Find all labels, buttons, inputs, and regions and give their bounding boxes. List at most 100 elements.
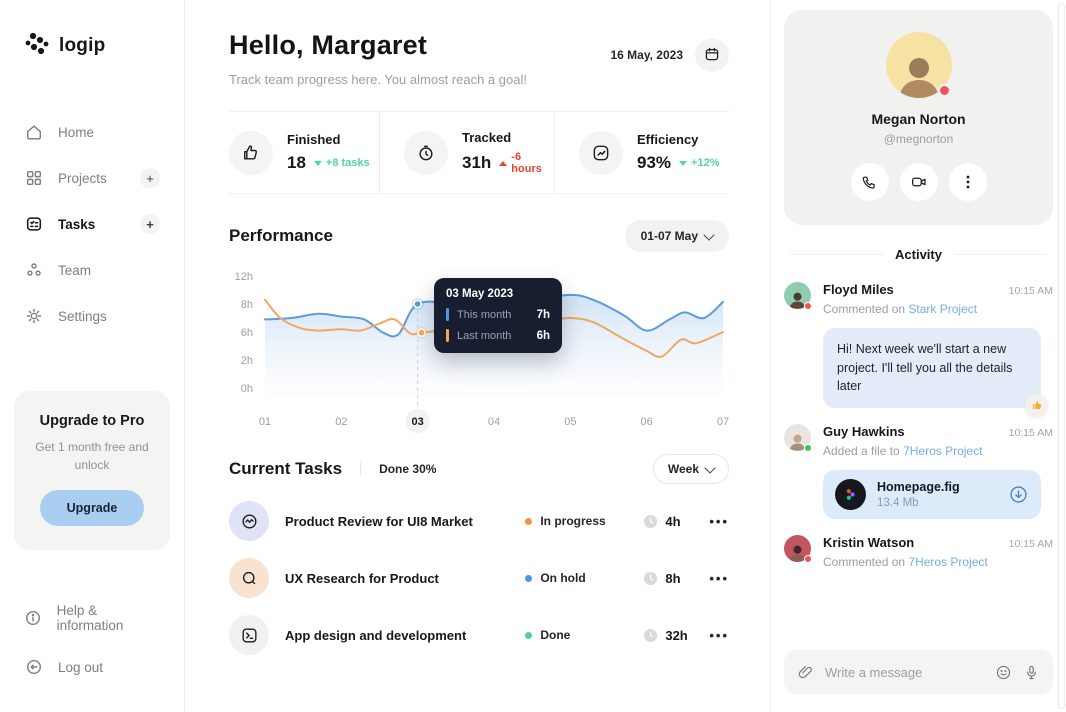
task-row[interactable]: App design and development Done 32h ••• — [229, 615, 729, 655]
main-content: Hello, Margaret Track team progress here… — [185, 0, 770, 712]
emoji-button[interactable] — [995, 664, 1012, 681]
clock-icon — [644, 571, 658, 585]
thumbs-up-icon — [229, 130, 273, 175]
stat-value: 18 — [287, 153, 306, 172]
gear-icon — [24, 306, 44, 326]
stat-value: 93% — [637, 153, 672, 172]
sidebar-item-label: Projects — [58, 170, 107, 186]
page-subtitle: Track team progress here. You almost rea… — [229, 72, 527, 87]
search-icon — [229, 558, 269, 598]
upgrade-card: Upgrade to Pro Get 1 month free and unlo… — [14, 391, 170, 550]
project-link[interactable]: 7Heros Project — [903, 443, 983, 458]
video-icon — [911, 177, 926, 187]
task-row[interactable]: UX Research for Product On hold 8h ••• — [229, 558, 729, 598]
sidebar-item-home[interactable]: Home — [0, 113, 184, 151]
sidebar-item-label: Tasks — [58, 216, 96, 232]
sidebar-item-projects[interactable]: Projects + — [0, 159, 184, 197]
smiley-icon — [996, 665, 1011, 679]
thumbs-up-reaction[interactable] — [1025, 393, 1048, 417]
svg-text:2h: 2h — [241, 355, 253, 367]
activity-user-name: Floyd Miles — [823, 282, 894, 297]
avatar — [784, 282, 812, 310]
sidebar-item-label: Settings — [58, 308, 107, 324]
avatar — [885, 32, 952, 98]
profile-actions — [850, 163, 987, 201]
add-project-button[interactable]: + — [140, 168, 160, 188]
tasks-header: Current Tasks Done 30% Week — [229, 454, 729, 484]
section-title: Performance — [229, 226, 333, 245]
kebab-menu-icon — [966, 175, 969, 189]
tasks-period-selector[interactable]: Week — [652, 454, 729, 484]
activity-action: Commented on Stark Project — [823, 302, 978, 316]
stat-efficiency: Efficiency 93% +12% — [554, 112, 729, 193]
terminal-icon — [229, 615, 269, 655]
date-widget: 16 May, 2023 — [611, 38, 729, 72]
stat-tracked: Tracked 31h -6 hours — [379, 112, 554, 193]
video-call-button[interactable] — [899, 163, 938, 201]
upgrade-title: Upgrade to Pro — [39, 413, 145, 429]
add-task-button[interactable]: + — [140, 214, 160, 234]
download-button[interactable] — [1008, 484, 1029, 505]
stat-label: Finished — [287, 132, 341, 147]
scrollbar[interactable] — [1058, 3, 1065, 709]
download-icon — [1010, 485, 1027, 503]
attach-button[interactable] — [797, 664, 814, 681]
triangle-down-icon — [679, 160, 688, 166]
svg-text:6h: 6h — [241, 327, 253, 339]
home-icon — [24, 122, 44, 142]
status-badge — [937, 84, 951, 97]
task-menu-button[interactable]: ••• — [709, 570, 729, 586]
svg-text:04: 04 — [488, 416, 500, 428]
divider — [229, 111, 729, 112]
activity-user-name: Kristin Watson — [823, 534, 915, 550]
period-selector[interactable]: 01-07 May — [624, 220, 729, 252]
task-menu-button[interactable]: ••• — [709, 513, 729, 529]
status-badge — [804, 443, 812, 452]
mic-button[interactable] — [1023, 664, 1040, 681]
sidebar-item-tasks[interactable]: Tasks + — [0, 205, 184, 243]
sidebar-item-settings[interactable]: Settings — [0, 297, 184, 335]
activity-action: Commented on 7Heros Project — [823, 554, 988, 569]
person-silhouette-icon — [898, 58, 939, 98]
activity-title: Activity — [895, 247, 942, 262]
chart-tooltip: 03 May 2023 This month 7h Last month 6h — [434, 278, 562, 353]
person-silhouette-icon — [789, 545, 806, 562]
task-row[interactable]: Product Review for UI8 Market In progres… — [229, 501, 729, 541]
calendar-button[interactable] — [695, 38, 729, 72]
call-button[interactable] — [850, 163, 889, 201]
more-button[interactable] — [948, 163, 987, 201]
logout-icon — [24, 657, 44, 677]
triangle-down-icon — [313, 160, 322, 166]
stats-row: Finished 18 +8 tasks Tracked 31h — [229, 112, 729, 193]
sidebar-item-label: Log out — [58, 659, 104, 675]
thumbs-up-icon — [1032, 401, 1041, 409]
task-title: App design and development — [285, 627, 467, 643]
tooltip-row: Last month 6h — [446, 329, 550, 342]
message-input[interactable] — [825, 664, 984, 680]
file-name: Homepage.fig — [877, 479, 960, 494]
activity-action: Added a file to 7Heros Project — [823, 443, 983, 458]
project-link[interactable]: 7Heros Project — [908, 554, 988, 569]
file-attachment[interactable]: Homepage.fig 13.4 Mb — [823, 469, 1041, 519]
stat-value: 31h — [462, 153, 492, 172]
sidebar-item-help[interactable]: Help & information — [0, 594, 184, 642]
chevron-down-icon — [704, 461, 716, 474]
activity-item: Guy Hawkins 10:15 AM Added a file to 7He… — [784, 423, 1053, 519]
period-label: 01-07 May — [640, 229, 698, 243]
upgrade-button[interactable]: Upgrade — [39, 490, 145, 526]
person-silhouette-icon — [789, 434, 806, 451]
profile-name: Megan Norton — [871, 111, 966, 127]
project-link[interactable]: Stark Project — [908, 302, 978, 316]
svg-text:07: 07 — [717, 416, 729, 428]
tooltip-row: This month 7h — [446, 308, 550, 321]
status-dot — [525, 631, 533, 639]
stopwatch-icon — [404, 130, 448, 175]
task-menu-button[interactable]: ••• — [709, 627, 729, 643]
sidebar-item-label: Home — [58, 124, 95, 140]
svg-text:06: 06 — [641, 416, 653, 428]
stat-label: Efficiency — [637, 132, 699, 147]
grid-icon — [24, 168, 44, 188]
sidebar-item-team[interactable]: Team — [0, 251, 184, 289]
clock-icon — [644, 628, 658, 642]
sidebar-item-logout[interactable]: Log out — [0, 648, 184, 686]
